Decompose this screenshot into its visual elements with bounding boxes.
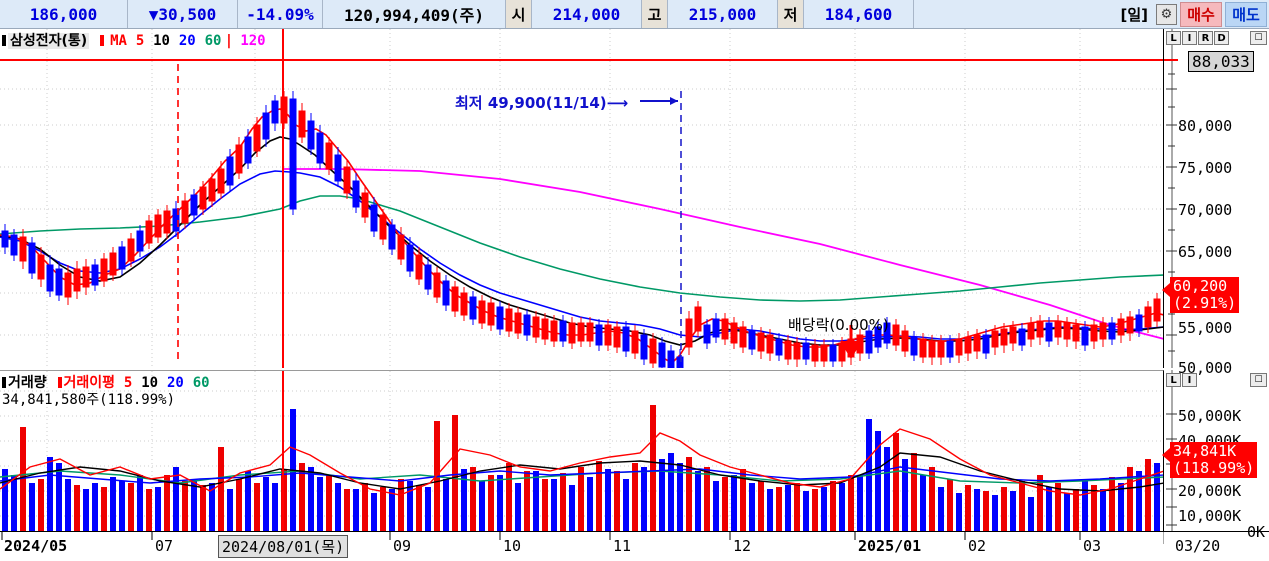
ma-label: MA [110, 33, 127, 49]
current-price-badge: 60,200 (2.91%) [1161, 277, 1240, 313]
ma-period-20: 20 [178, 33, 196, 49]
gear-icon[interactable]: ⚙ [1156, 3, 1177, 25]
x-axis: 2024/05 07 2024/08/01(목) 09 10 11 12 202… [0, 531, 1269, 561]
price-tick-75000: 75,000 [1178, 159, 1233, 177]
current-volume-badge-pct: (118.99%) [1173, 459, 1255, 477]
x-label-2024-05: 2024/05 [4, 537, 68, 555]
series-marker-icon [2, 35, 6, 46]
volume-pane-button-i[interactable]: I [1182, 373, 1197, 387]
ma-period-60: 60 [204, 33, 222, 49]
ma60-line [0, 195, 1163, 302]
vol-ma60-line [0, 470, 1163, 484]
low-annotation: 최저 49,900(11/14)⟶ [455, 94, 629, 112]
price-tick-65000: 65,000 [1178, 243, 1233, 261]
volume-bars [2, 405, 1160, 531]
x-label-09: 09 [393, 537, 412, 555]
price-pane-button-i[interactable]: I [1182, 31, 1197, 45]
toolbar-spacer [914, 0, 1115, 28]
volume-title: 거래량 [8, 375, 47, 391]
vol-ma-period-10: 10 [141, 375, 159, 391]
right-axis: L I R D ☐ 88,033 80,000 75,000 70,000 65… [1161, 29, 1269, 541]
volume-chart-svg [0, 371, 1163, 531]
price-pane-button-r[interactable]: R [1198, 31, 1213, 45]
x-axis-ticks [1, 532, 1164, 544]
price-tick-55000: 55,000 [1178, 319, 1233, 337]
volume-marker-icon [2, 377, 6, 388]
volume-chart-pane[interactable]: 거래량 거래이평 5 10 20 60 34,841,580주(118.99%) [0, 370, 1164, 531]
volume-tick-20000k: 20,000K [1178, 482, 1242, 500]
accumulated-volume: 120,994,409(주) [323, 0, 506, 28]
candlestick-series [1, 91, 1161, 368]
quote-toolbar: 186,000 ▼30,500 -14.09% 120,994,409(주) 시… [0, 0, 1269, 29]
vol-ma-period-5: 5 [123, 375, 133, 391]
volume-tick-0k: 0K [1246, 523, 1265, 541]
chart-area: 삼성전자(통) MA 5 10 20 60 | 120 [0, 29, 1269, 561]
price-tick-70000: 70,000 [1178, 201, 1233, 219]
price-change-percent: -14.09% [238, 0, 323, 28]
low-price: 184,600 [804, 0, 914, 28]
ma10-line [0, 136, 1163, 346]
price-chart-svg [0, 29, 1163, 368]
vol-ma20-line [0, 466, 1163, 484]
ma-period-5: 5 [135, 33, 145, 49]
high-label: 고 [642, 0, 668, 28]
current-price-badge-value: 60,200 [1173, 277, 1228, 295]
x-label-02: 02 [968, 537, 987, 555]
vol-ma-period-60: 60 [192, 375, 210, 391]
price-pane-legend: 삼성전자(통) MA 5 10 20 60 | 120 [2, 30, 266, 50]
x-label-2025-01: 2025/01 [858, 537, 922, 555]
vol-ma10-line [0, 452, 1163, 492]
ma-marker-icon [100, 35, 105, 46]
price-tick-50000: 50,000 [1178, 359, 1233, 377]
price-pane-button-l[interactable]: L [1166, 31, 1181, 45]
x-label-03: 03 [1083, 537, 1102, 555]
x-label-07: 07 [155, 537, 174, 555]
price-pane-window-icon[interactable]: ☐ [1250, 31, 1267, 45]
volume-tick-10000k: 10,000K [1178, 507, 1242, 525]
current-price-badge-pct: (2.91%) [1173, 294, 1237, 312]
high-price: 215,000 [668, 0, 778, 28]
price-tick-80000: 80,000 [1178, 117, 1233, 135]
price-chart-pane[interactable]: 삼성전자(통) MA 5 10 20 60 | 120 [0, 29, 1164, 368]
volume-pane-legend: 거래량 거래이평 5 10 20 60 [2, 372, 210, 392]
x-label-12: 12 [733, 537, 752, 555]
symbol-title: 삼성전자(통) [8, 33, 90, 49]
low-label: 저 [778, 0, 804, 28]
price-pane-button-d[interactable]: D [1214, 31, 1229, 45]
price-tooltip: 88,033 [1188, 51, 1254, 72]
volume-ma-marker-icon [57, 377, 62, 388]
volume-value: 34,841,580주(118.99%) [2, 392, 176, 408]
vol-ma5-line [0, 428, 1163, 496]
volume-ma-title: 거래이평 [63, 375, 116, 391]
sell-button[interactable]: 매도 [1225, 1, 1267, 27]
selected-date-label[interactable]: 2024/08/01(목) [218, 535, 349, 558]
vol-ma-period-20: 20 [166, 375, 184, 391]
volume-pane-button-l[interactable]: L [1166, 373, 1181, 387]
toolbar-actions: [일] ⚙ 매수 매도 [1115, 0, 1269, 28]
price-change: ▼30,500 [128, 0, 238, 28]
x-label-10: 10 [503, 537, 522, 555]
volume-pane-window-icon[interactable]: ☐ [1250, 373, 1267, 387]
ma120-line [283, 168, 1163, 340]
x-label-11: 11 [613, 537, 632, 555]
open-label: 시 [506, 0, 532, 28]
buy-button[interactable]: 매수 [1180, 1, 1222, 27]
ma-period-10: 10 [153, 33, 170, 49]
current-volume-badge: 34,841K (118.99%) [1161, 442, 1258, 478]
current-price: 186,000 [0, 0, 128, 28]
ma-period-120: 120 [240, 33, 266, 49]
open-price: 214,000 [532, 0, 642, 28]
volume-tick-50000k: 50,000K [1178, 407, 1242, 425]
current-volume-badge-value: 34,841K [1173, 442, 1237, 460]
period-indicator[interactable]: [일] [1120, 5, 1148, 24]
last-date-label: 03/20 [1175, 537, 1221, 555]
ma20-line [0, 170, 1163, 342]
dividend-annotation: 배당락(0.00%) [788, 316, 889, 334]
